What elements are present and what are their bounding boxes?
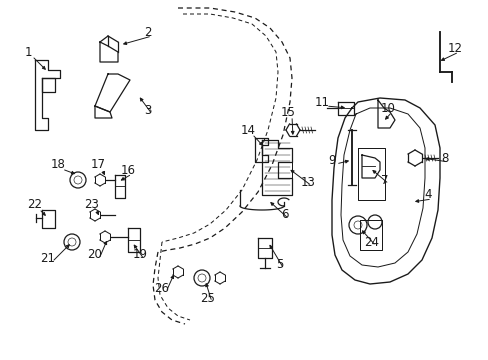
Text: 9: 9 (327, 153, 335, 166)
Text: 25: 25 (200, 292, 215, 305)
Text: 8: 8 (440, 152, 448, 165)
Text: 20: 20 (87, 248, 102, 261)
Text: 2: 2 (144, 26, 151, 39)
Text: 7: 7 (381, 174, 388, 186)
Text: 10: 10 (380, 102, 395, 114)
Text: 23: 23 (84, 198, 99, 211)
Text: 14: 14 (240, 123, 255, 136)
Text: 21: 21 (41, 252, 55, 265)
Text: 19: 19 (132, 248, 147, 261)
Text: 15: 15 (280, 105, 295, 118)
Text: 16: 16 (120, 163, 135, 176)
Text: 11: 11 (314, 95, 329, 108)
Text: 1: 1 (24, 45, 32, 58)
Text: 6: 6 (281, 208, 288, 221)
Text: 4: 4 (424, 189, 431, 202)
Text: 26: 26 (154, 282, 169, 294)
Text: 12: 12 (447, 41, 462, 54)
Text: 5: 5 (276, 258, 283, 271)
Text: 3: 3 (144, 104, 151, 117)
Text: 24: 24 (364, 235, 379, 248)
Text: 17: 17 (90, 158, 105, 171)
Text: 22: 22 (27, 198, 42, 211)
Text: 18: 18 (50, 158, 65, 171)
Text: 13: 13 (300, 175, 315, 189)
